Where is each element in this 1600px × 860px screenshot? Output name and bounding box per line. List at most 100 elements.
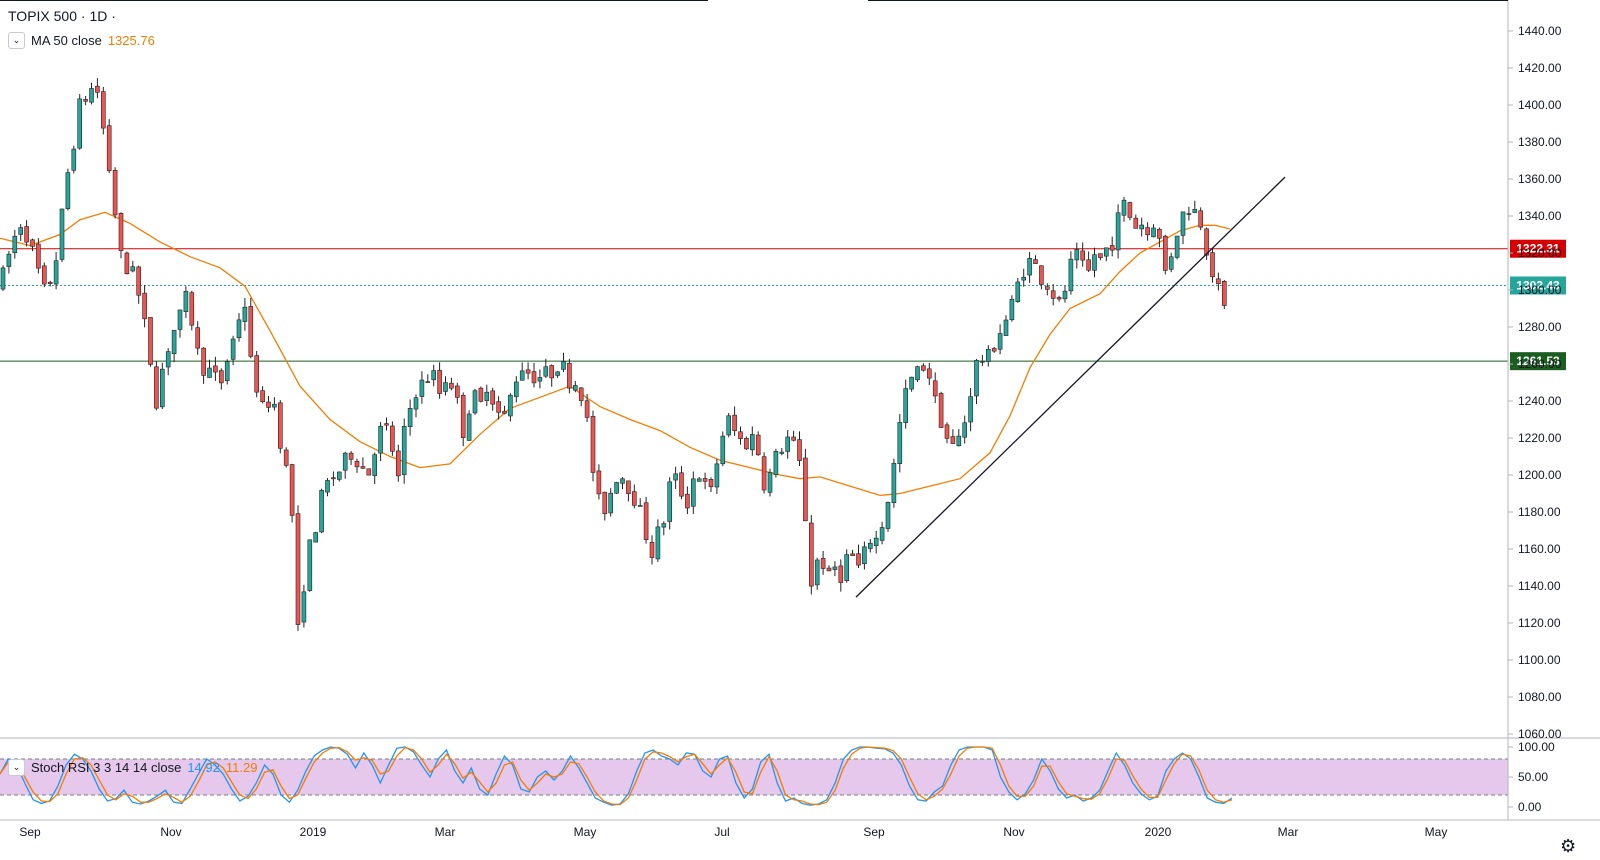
candle-up: [968, 396, 973, 423]
candle-up: [59, 208, 65, 260]
candle-up: [667, 481, 673, 522]
price-tick-label: 1420.00: [1518, 61, 1562, 75]
time-tick-label: 2019: [300, 825, 327, 839]
support-line-tag: [1510, 352, 1566, 371]
candle-up: [160, 368, 165, 408]
chevron-down-icon[interactable]: ⌄: [8, 759, 25, 776]
candle-down: [289, 464, 295, 516]
candle-down: [106, 125, 112, 172]
candle-down: [1157, 228, 1162, 239]
price-tick-label: 1160.00: [1518, 542, 1561, 556]
candle-down: [460, 394, 466, 439]
candle-down: [1216, 278, 1221, 285]
candle-up: [867, 542, 873, 549]
candle-up: [726, 415, 732, 436]
candle-up: [53, 260, 59, 285]
candle-up: [65, 172, 71, 209]
candle-down: [826, 567, 832, 572]
trendline-layer[interactable]: [855, 176, 1286, 598]
candle-up: [555, 371, 560, 376]
candle-down: [154, 366, 159, 409]
candle-down: [148, 317, 153, 365]
candle-down: [136, 266, 141, 296]
candle-up: [543, 366, 549, 377]
candle-down: [679, 472, 684, 497]
candle-down: [732, 414, 737, 432]
candle-down: [1222, 281, 1227, 306]
candle-down: [1033, 259, 1038, 264]
candle-up: [372, 454, 378, 476]
time-tick-label: May: [574, 825, 597, 839]
ma50-line: [0, 211, 1231, 497]
candle-down: [578, 387, 584, 401]
candle-up: [1062, 290, 1068, 300]
chevron-down-icon[interactable]: ⌄: [8, 32, 25, 49]
candle-down: [856, 553, 861, 566]
candle-down: [549, 365, 555, 379]
stoch-rsi-legend-label: Stoch RSI 3 3 14 14 close: [31, 760, 182, 775]
candle-up: [962, 422, 968, 438]
candle-up: [1186, 213, 1192, 215]
stoch-rsi-d-value: 11.29: [225, 760, 258, 775]
candle-up: [873, 537, 879, 546]
candle-up: [997, 333, 1003, 350]
candle-up: [885, 502, 891, 529]
candle-up: [903, 388, 909, 423]
candle-up: [301, 591, 307, 623]
candle-up: [378, 425, 383, 454]
candle-up: [242, 306, 248, 322]
candle-up: [1074, 249, 1080, 261]
price-tick-label: 1180.00: [1518, 505, 1561, 519]
candle-up: [1104, 247, 1109, 257]
price-tick-label: 1400.00: [1518, 98, 1562, 112]
candle-up: [401, 426, 407, 475]
candle-down: [950, 436, 956, 444]
resistance-line-label: 1322.31: [1516, 242, 1560, 256]
candle-up: [513, 381, 519, 397]
candle-up: [1092, 254, 1097, 271]
candle-down: [1050, 290, 1056, 299]
stoch-tick-label: 0.00: [1518, 800, 1542, 814]
time-tick-label: May: [1425, 825, 1448, 839]
candle-up: [1003, 319, 1009, 336]
candle-up: [720, 435, 726, 465]
candle-down: [354, 460, 360, 468]
candle-up: [419, 379, 425, 397]
price-tick-label: 1280.00: [1518, 320, 1562, 334]
candle-down: [602, 491, 608, 515]
candle-up: [71, 148, 77, 171]
candle-down: [791, 436, 796, 441]
stoch-tick-label: 100.00: [1518, 740, 1555, 754]
candle-up: [897, 422, 903, 464]
candle-down: [101, 91, 106, 129]
price-tick-label: 1320.00: [1518, 246, 1562, 260]
candle-down: [24, 226, 29, 243]
gear-icon[interactable]: ⚙: [1560, 836, 1577, 856]
candle-up: [443, 382, 448, 392]
stoch-d-line: [0, 746, 1233, 806]
candle-down: [1198, 210, 1203, 228]
candle-down: [454, 385, 460, 398]
candle-down: [266, 401, 271, 408]
candle-down: [631, 491, 637, 506]
candle-up: [1168, 256, 1174, 270]
candle-down: [260, 390, 265, 403]
candle-up: [773, 451, 779, 476]
candle-down: [850, 553, 855, 557]
stoch-tick-label: 50.00: [1518, 770, 1548, 784]
candle-up: [690, 478, 696, 507]
candle-up: [1139, 224, 1144, 230]
ma50-layer: [0, 211, 1231, 497]
candle-down: [702, 478, 708, 482]
time-tick-label: Mar: [435, 825, 456, 839]
candle-up: [1015, 281, 1021, 302]
candle-up: [177, 309, 183, 330]
symbol-title[interactable]: TOPIX 500 · 1D ·: [8, 8, 116, 24]
candle-up: [1009, 298, 1015, 321]
candle-up: [637, 505, 643, 507]
candle-up: [572, 385, 578, 391]
candle-up: [1068, 258, 1074, 292]
candle-up: [1121, 199, 1127, 216]
candle-up: [18, 227, 24, 235]
